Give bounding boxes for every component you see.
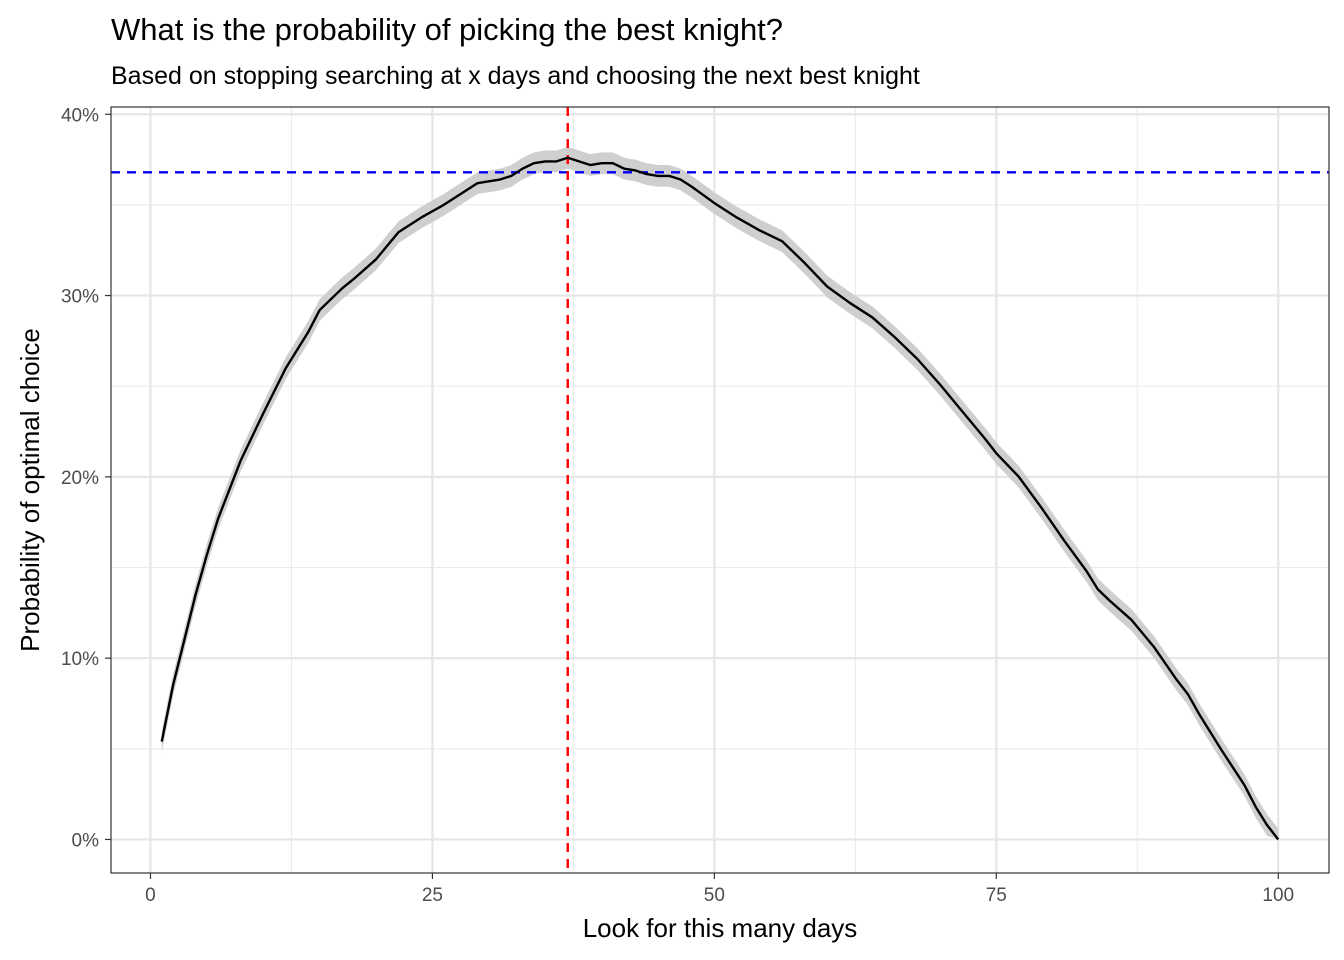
chart-subtitle: Based on stopping searching at x days an… xyxy=(111,62,920,90)
grid xyxy=(111,107,1329,873)
y-tick-label: 0% xyxy=(72,830,100,851)
chart-title: What is the probability of picking the b… xyxy=(111,12,783,47)
y-axis: 0% 10% 20% 30% 40% xyxy=(61,105,111,851)
x-tick-label: 0 xyxy=(145,885,156,906)
y-tick-label: 40% xyxy=(61,105,99,126)
series-line xyxy=(160,156,1280,841)
series-lines xyxy=(160,156,1280,841)
y-tick-label: 10% xyxy=(61,649,99,670)
x-tick-label: 50 xyxy=(704,885,725,906)
y-tick-label: 20% xyxy=(61,468,99,489)
plot-panel xyxy=(111,107,1329,873)
x-tick-label: 75 xyxy=(986,885,1007,906)
x-tick-label: 25 xyxy=(422,885,443,906)
x-axis: 0 25 50 75 100 xyxy=(145,873,1294,906)
plot-border xyxy=(110,106,1330,874)
reference-lines xyxy=(111,107,1329,873)
x-tick-label: 100 xyxy=(1262,885,1294,906)
y-axis-title: Probability of optimal choice xyxy=(15,328,45,652)
x-axis-title: Look for this many days xyxy=(583,913,858,943)
y-tick-label: 30% xyxy=(61,287,99,308)
